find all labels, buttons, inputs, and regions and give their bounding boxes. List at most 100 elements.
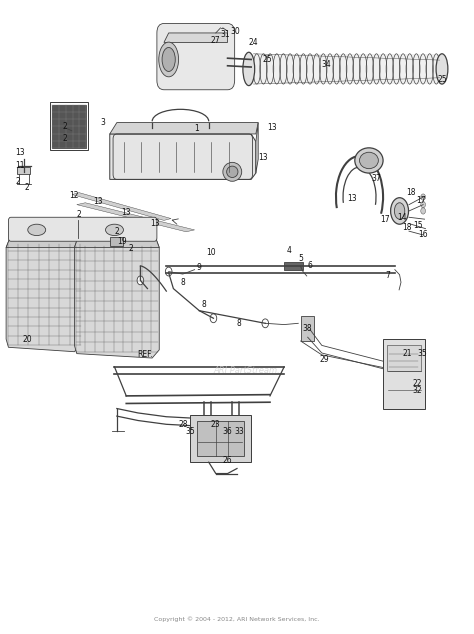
Bar bbox=[383, 339, 426, 408]
Circle shape bbox=[421, 208, 426, 214]
Text: 14: 14 bbox=[397, 213, 407, 222]
Bar bbox=[254, 54, 439, 84]
Text: ARI PartStream.: ARI PartStream. bbox=[213, 366, 280, 375]
Text: 19: 19 bbox=[117, 236, 127, 246]
Bar bbox=[17, 167, 30, 174]
Ellipse shape bbox=[355, 148, 383, 173]
Ellipse shape bbox=[359, 152, 378, 169]
Text: 5: 5 bbox=[298, 254, 303, 263]
Bar bbox=[110, 238, 123, 246]
Text: 12: 12 bbox=[70, 191, 79, 200]
Bar bbox=[52, 105, 86, 148]
Text: 10: 10 bbox=[206, 248, 216, 257]
Text: 36: 36 bbox=[223, 427, 232, 436]
Text: 2: 2 bbox=[63, 122, 67, 131]
Text: 33: 33 bbox=[235, 427, 244, 436]
Polygon shape bbox=[72, 193, 171, 221]
Bar bbox=[301, 316, 314, 341]
FancyBboxPatch shape bbox=[157, 23, 235, 90]
Text: 20: 20 bbox=[22, 335, 32, 344]
Text: 18: 18 bbox=[402, 223, 411, 232]
Bar bbox=[284, 262, 303, 270]
Ellipse shape bbox=[159, 42, 179, 77]
Text: 16: 16 bbox=[419, 230, 428, 240]
Ellipse shape bbox=[28, 224, 46, 236]
Ellipse shape bbox=[223, 162, 242, 181]
Text: 13: 13 bbox=[121, 209, 131, 217]
Text: 7: 7 bbox=[385, 271, 390, 280]
Text: 17: 17 bbox=[416, 196, 426, 205]
Text: 2: 2 bbox=[77, 210, 82, 219]
Text: 30: 30 bbox=[231, 27, 240, 36]
Ellipse shape bbox=[106, 224, 123, 236]
Text: 26: 26 bbox=[223, 456, 232, 465]
Text: 22: 22 bbox=[412, 378, 422, 388]
Text: 13: 13 bbox=[93, 197, 103, 206]
Text: 2: 2 bbox=[128, 244, 133, 254]
Text: 24: 24 bbox=[249, 38, 258, 47]
Text: 38: 38 bbox=[303, 324, 312, 333]
Text: 28: 28 bbox=[178, 420, 188, 429]
Text: 34: 34 bbox=[322, 60, 331, 69]
Text: REF.: REF. bbox=[137, 351, 153, 359]
Ellipse shape bbox=[227, 166, 238, 178]
Polygon shape bbox=[6, 230, 82, 247]
Polygon shape bbox=[77, 203, 195, 232]
Text: 2: 2 bbox=[114, 227, 119, 236]
Text: 29: 29 bbox=[319, 356, 329, 365]
Text: 35: 35 bbox=[417, 349, 427, 358]
Text: 13: 13 bbox=[347, 194, 357, 203]
Text: 13: 13 bbox=[258, 153, 268, 162]
Text: 2: 2 bbox=[16, 177, 20, 186]
Circle shape bbox=[262, 319, 269, 328]
Text: 25: 25 bbox=[437, 75, 447, 84]
Text: 25: 25 bbox=[263, 55, 273, 64]
Text: 8: 8 bbox=[237, 319, 242, 328]
Bar bbox=[197, 421, 244, 456]
Text: 8: 8 bbox=[201, 300, 206, 309]
Bar bbox=[50, 102, 88, 150]
Text: 6: 6 bbox=[308, 261, 312, 269]
Text: 8: 8 bbox=[181, 278, 185, 287]
Ellipse shape bbox=[394, 203, 405, 219]
Text: 21: 21 bbox=[403, 349, 412, 358]
Text: 13: 13 bbox=[267, 123, 277, 132]
Text: 3: 3 bbox=[100, 118, 105, 127]
Text: 27: 27 bbox=[211, 36, 220, 45]
Text: 9: 9 bbox=[197, 263, 202, 272]
Text: 4: 4 bbox=[286, 246, 291, 256]
Polygon shape bbox=[74, 230, 159, 247]
Polygon shape bbox=[256, 122, 258, 173]
Text: 1: 1 bbox=[194, 124, 200, 133]
Text: 17: 17 bbox=[381, 215, 390, 224]
Text: 11: 11 bbox=[16, 161, 25, 170]
Polygon shape bbox=[164, 33, 228, 42]
Text: 32: 32 bbox=[412, 386, 422, 396]
Ellipse shape bbox=[243, 52, 255, 86]
Ellipse shape bbox=[162, 48, 175, 72]
Circle shape bbox=[210, 314, 217, 323]
Polygon shape bbox=[110, 134, 256, 179]
Ellipse shape bbox=[391, 198, 409, 224]
Circle shape bbox=[421, 202, 426, 208]
Text: 2: 2 bbox=[63, 134, 67, 143]
Text: Copyright © 2004 - 2012, ARI Network Services, Inc.: Copyright © 2004 - 2012, ARI Network Ser… bbox=[154, 616, 320, 621]
Text: 18: 18 bbox=[407, 188, 416, 197]
Circle shape bbox=[137, 276, 144, 285]
Polygon shape bbox=[74, 230, 159, 358]
Text: 15: 15 bbox=[414, 221, 423, 230]
Bar bbox=[190, 415, 251, 462]
Polygon shape bbox=[110, 122, 258, 134]
FancyBboxPatch shape bbox=[9, 217, 157, 242]
Polygon shape bbox=[6, 230, 82, 352]
Circle shape bbox=[165, 267, 172, 276]
Text: 35: 35 bbox=[185, 427, 195, 436]
Text: 13: 13 bbox=[16, 148, 25, 157]
Text: 31: 31 bbox=[220, 30, 230, 39]
Ellipse shape bbox=[436, 54, 448, 84]
Text: 37: 37 bbox=[371, 174, 381, 183]
Text: 2: 2 bbox=[25, 183, 30, 192]
Bar bbox=[387, 346, 421, 371]
Text: 23: 23 bbox=[211, 420, 220, 429]
Text: 13: 13 bbox=[150, 219, 159, 228]
